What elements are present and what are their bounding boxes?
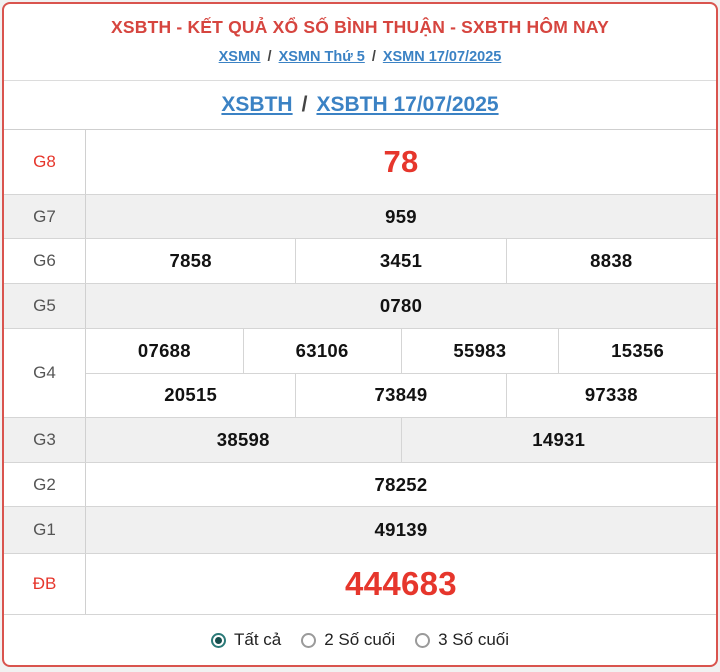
prize-number: 20515 [164, 384, 218, 406]
breadcrumb: XSMN / XSMN Thứ 5 / XSMN 17/07/2025 [4, 49, 716, 65]
prize-number: 97338 [505, 373, 716, 417]
table-row-g1: G1 49139 [4, 507, 716, 554]
prize-label-g1: G1 [4, 507, 86, 553]
breadcrumb-separator: / [267, 49, 272, 65]
filter-option-2-last-digits[interactable]: 2 Số cuối [301, 630, 395, 650]
breadcrumb-separator: / [371, 49, 376, 65]
filter-bar: Tất cả 2 Số cuối 3 Số cuối [4, 615, 716, 665]
subheader-link-xsbth-date[interactable]: XSBTH 17/07/2025 [316, 93, 499, 116]
page-title: XSBTH - KẾT QUẢ XỔ SỐ BÌNH THUẬN - SXBTH… [110, 17, 609, 37]
filter-option-label: 3 Số cuối [438, 630, 510, 649]
breadcrumb-link-xsmn[interactable]: XSMN [218, 49, 261, 65]
prize-number: 7858 [169, 250, 212, 271]
filter-option-all[interactable]: Tất cả [210, 630, 282, 650]
breadcrumb-link-xsmn-date[interactable]: XSMN 17/07/2025 [382, 49, 502, 65]
table-row-g5: G5 0780 [4, 284, 716, 329]
prize-number: 78252 [374, 473, 428, 495]
table-row-g4: G4 07688 63106 55983 15356 20515 73849 9… [4, 329, 716, 418]
prize-number: 63106 [242, 329, 401, 373]
radio-unselected-icon [415, 632, 431, 648]
prize-number: 8838 [505, 239, 716, 283]
prize-number: 07688 [137, 339, 191, 361]
prize-number: 55983 [400, 329, 559, 373]
prize-number: 0780 [379, 295, 423, 316]
filter-option-label: 2 Số cuối [324, 630, 396, 649]
prize-number: 959 [385, 205, 417, 227]
result-title-bar: XSBTH / XSBTH 17/07/2025 [4, 80, 716, 129]
prize-number: 78 [383, 144, 419, 179]
prize-label-g2: G2 [4, 463, 86, 506]
table-row-g8: G8 78 [4, 130, 716, 195]
prize-number: 3451 [295, 239, 505, 283]
subheader-link-xsbth[interactable]: XSBTH [221, 93, 293, 116]
prize-number: 15356 [558, 329, 716, 373]
page-header: XSBTH - KẾT QUẢ XỔ SỐ BÌNH THUẬN - SXBTH… [4, 4, 716, 80]
prize-label-g7: G7 [4, 195, 86, 238]
table-row-g2: G2 78252 [4, 463, 716, 507]
filter-option-label: Tất cả [233, 630, 282, 649]
radio-unselected-icon [301, 632, 317, 648]
prize-label-g3: G3 [4, 418, 86, 462]
prize-number: 49139 [374, 519, 428, 540]
filter-option-3-last-digits[interactable]: 3 Số cuối [415, 630, 509, 650]
prize-number: 73849 [295, 373, 505, 417]
breadcrumb-link-xsmn-thu5[interactable]: XSMN Thứ 5 [278, 49, 365, 65]
table-row-g3: G3 38598 14931 [4, 418, 716, 463]
table-row-db: ĐB 444683 [4, 554, 716, 615]
prize-number: 444683 [345, 565, 457, 602]
prize-label-g4: G4 [4, 329, 86, 417]
results-table: G8 78 G7 959 G6 7858 3451 8838 G5 0780 [4, 129, 716, 615]
prize-number: 38598 [216, 429, 270, 450]
table-row-g7: G7 959 [4, 195, 716, 239]
prize-label-g8: G8 [4, 130, 86, 194]
table-row-g6: G6 7858 3451 8838 [4, 239, 716, 284]
prize-label-g6: G6 [4, 239, 86, 283]
subheader-separator: / [301, 93, 308, 116]
prize-label-db: ĐB [4, 554, 86, 614]
prize-label-g5: G5 [4, 284, 86, 328]
radio-selected-icon [210, 632, 226, 648]
prize-number: 14931 [400, 418, 717, 462]
